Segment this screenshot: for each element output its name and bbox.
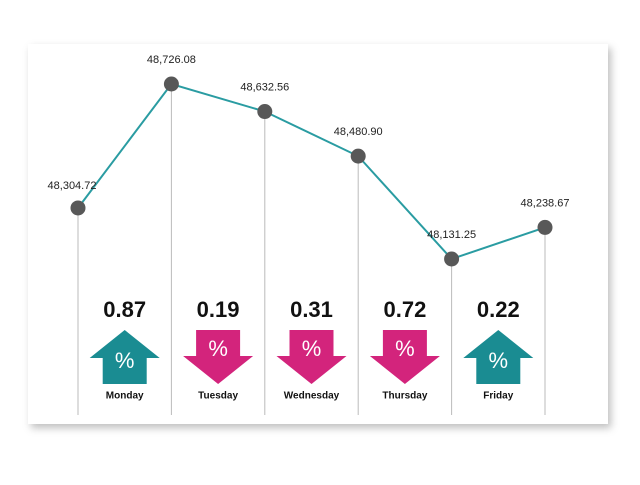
point [537, 219, 553, 235]
change-value: 0.19 [197, 297, 240, 322]
value-label: 48,632.56 [240, 81, 289, 93]
point [257, 104, 273, 120]
point [163, 76, 179, 92]
change-value: 0.87 [103, 297, 146, 322]
value-label: 48,131.25 [427, 229, 476, 241]
value-label: 48,726.08 [147, 54, 196, 66]
arrow-symbol: % [208, 336, 228, 361]
arrow-symbol: % [489, 348, 509, 373]
change-value: 0.72 [383, 297, 426, 322]
day-label: Thursday [382, 391, 427, 402]
arrow [89, 330, 160, 384]
day-label: Tuesday [198, 391, 238, 402]
value-label: 48,480.90 [334, 126, 383, 138]
value-label: 48,238.67 [521, 197, 570, 209]
value-label: 48,304.72 [48, 180, 97, 192]
change-value: 0.22 [477, 297, 520, 322]
point [444, 251, 460, 267]
arrow-symbol: % [302, 336, 322, 361]
arrow [276, 330, 347, 384]
point [70, 200, 86, 216]
arrow [369, 330, 440, 384]
arrow [463, 330, 534, 384]
line [77, 82, 546, 261]
day-label: Wednesday [284, 391, 340, 402]
point [350, 148, 366, 164]
day-label: Monday [106, 391, 144, 402]
arrow-symbol: % [115, 348, 135, 373]
change-value: 0.31 [290, 297, 333, 322]
day-label: Friday [483, 391, 513, 402]
arrow-symbol: % [395, 336, 415, 361]
arrow [183, 330, 254, 384]
